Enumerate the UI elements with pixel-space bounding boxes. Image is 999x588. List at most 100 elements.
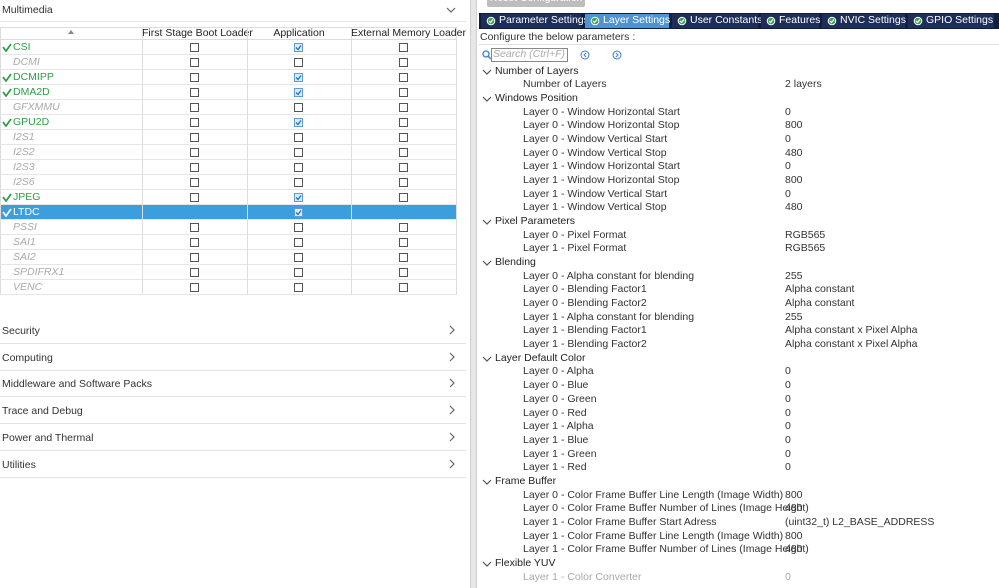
param-value[interactable]: Alpha constant x Pixel Alpha (785, 338, 918, 351)
peripheral-name[interactable]: DMA2D (13, 86, 50, 98)
mode-checkbox[interactable] (189, 268, 199, 277)
table-row[interactable] (0, 250, 456, 265)
param-label[interactable]: Layer 0 - Blending Factor1 (523, 283, 647, 296)
tab[interactable] (585, 14, 669, 28)
mode-checkbox[interactable] (189, 238, 199, 247)
param-value[interactable]: 480 (785, 201, 803, 214)
peripheral-name[interactable]: GPU2D (13, 116, 50, 128)
mode-checkbox[interactable] (189, 133, 199, 142)
param-label[interactable]: Layer 1 - Alpha (523, 420, 594, 433)
group-label[interactable]: Windows Position (495, 91, 578, 104)
param-label[interactable]: Layer 0 - Window Vertical Start (523, 132, 668, 145)
mode-checkbox[interactable] (398, 103, 408, 112)
mode-checkbox[interactable] (189, 88, 199, 97)
mode-checkbox[interactable] (398, 268, 408, 277)
param-value[interactable]: 800 (785, 173, 803, 186)
param-label[interactable]: Layer 1 - Color Frame Buffer Number of L… (523, 543, 809, 556)
peripheral-name[interactable]: LTDC (13, 206, 40, 218)
param-value[interactable]: 480 (785, 502, 803, 515)
table-row[interactable] (0, 190, 456, 205)
search-prev[interactable] (580, 50, 590, 60)
mode-checkbox[interactable] (398, 88, 408, 97)
peripheral-name[interactable]: DCMIPP (13, 71, 54, 83)
table-row[interactable] (0, 145, 456, 160)
peripheral-name[interactable]: CSI (13, 41, 31, 53)
mode-checkbox[interactable] (189, 103, 199, 112)
param-label[interactable]: Layer 1 - Color Frame Buffer Start Adres… (523, 515, 717, 528)
group-label[interactable]: Layer Default Color (495, 351, 586, 364)
mode-checkbox[interactable] (398, 223, 408, 232)
peripheral-name[interactable]: I2S1 (13, 131, 35, 143)
peripheral-name[interactable]: GFXMMU (13, 101, 60, 113)
param-value[interactable]: 0 (785, 160, 791, 173)
param-label[interactable]: Layer 0 - Window Horizontal Start (523, 105, 680, 118)
panel-divider[interactable] (470, 0, 477, 588)
peripheral-name[interactable]: I2S2 (13, 146, 35, 158)
group-label[interactable]: Number of Layers (495, 64, 579, 77)
mode-checkbox[interactable] (189, 283, 199, 292)
param-label[interactable]: Layer 0 - Alpha constant for blending (523, 269, 695, 282)
mode-checkbox[interactable] (189, 223, 199, 232)
param-label[interactable]: Layer 0 - Window Vertical Stop (523, 146, 667, 159)
param-label[interactable]: Layer 0 - Color Frame Buffer Line Length… (523, 488, 784, 501)
param-value[interactable]: Alpha constant (785, 283, 855, 296)
mode-checkbox[interactable] (398, 238, 408, 247)
mode-checkbox[interactable] (294, 103, 303, 112)
param-label[interactable]: Number of Layers (523, 78, 607, 91)
mode-checkbox[interactable] (398, 163, 408, 172)
param-value[interactable]: 2 layers (785, 78, 822, 91)
mode-checkbox[interactable] (398, 118, 408, 127)
category[interactable]: Trace and Debug (2, 405, 83, 418)
table-row[interactable] (0, 115, 456, 130)
mode-checkbox[interactable] (294, 118, 303, 127)
peripheral-name[interactable]: SAI1 (13, 236, 36, 248)
mode-checkbox[interactable] (294, 148, 303, 157)
param-value[interactable]: 0 (785, 420, 791, 433)
param-value[interactable]: 800 (785, 488, 803, 501)
table-row[interactable] (0, 235, 456, 250)
peripheral-name[interactable]: I2S3 (13, 161, 35, 173)
mode-checkbox[interactable] (398, 43, 408, 52)
tab[interactable] (481, 14, 581, 28)
mode-checkbox[interactable] (189, 178, 199, 187)
param-value[interactable]: 0 (785, 187, 791, 200)
table-row[interactable] (0, 205, 456, 220)
tab[interactable] (761, 14, 819, 28)
mode-checkbox[interactable] (294, 133, 303, 142)
param-label[interactable]: Layer 0 - Window Horizontal Stop (523, 119, 680, 132)
mode-checkbox[interactable] (398, 193, 408, 202)
param-label[interactable]: Layer 1 - Color Frame Buffer Line Length… (523, 529, 784, 542)
tab[interactable] (672, 14, 758, 28)
group-label[interactable]: Blending (495, 256, 536, 269)
param-label[interactable]: Layer 1 - Red (523, 461, 587, 474)
param-label[interactable]: Layer 1 - Window Horizontal Stop (523, 173, 680, 186)
param-label[interactable]: Layer 0 - Color Frame Buffer Number of L… (523, 502, 809, 515)
peripheral-name[interactable]: PSSI (13, 221, 37, 233)
mode-checkbox[interactable] (398, 148, 408, 157)
category[interactable]: Middleware and Software Packs (2, 378, 152, 391)
tab-label[interactable]: GPIO Settings (926, 14, 994, 26)
mode-checkbox[interactable] (294, 58, 303, 67)
mode-checkbox[interactable] (294, 73, 303, 82)
tab-label[interactable]: Layer Settings (603, 14, 671, 26)
tab-label[interactable]: NVIC Settings (840, 14, 906, 26)
param-value[interactable]: 0 (785, 570, 791, 583)
param-value[interactable]: 800 (785, 119, 803, 132)
param-value[interactable]: 480 (785, 543, 803, 556)
search-placeholder[interactable]: Search (Ctrl+F) (493, 48, 566, 60)
param-value[interactable]: 0 (785, 105, 791, 118)
peripheral-name[interactable]: JPEG (13, 191, 41, 203)
param-value[interactable]: 0 (785, 461, 791, 474)
param-label[interactable]: Layer 1 - Window Horizontal Start (523, 160, 680, 173)
table-row[interactable] (0, 130, 456, 145)
mode-checkbox[interactable] (294, 88, 303, 97)
param-value[interactable]: RGB565 (785, 242, 826, 255)
param-label[interactable]: Layer 0 - Blue (523, 379, 589, 392)
param-value[interactable]: 0 (785, 392, 791, 405)
param-label[interactable]: Layer 0 - Pixel Format (523, 228, 627, 241)
category[interactable]: Utilities (2, 458, 36, 471)
param-value[interactable]: 0 (785, 379, 791, 392)
param-label[interactable]: Layer 1 - Window Vertical Stop (523, 201, 667, 214)
param-value[interactable]: 800 (785, 529, 803, 542)
param-label[interactable]: Layer 1 - Window Vertical Start (523, 187, 668, 200)
